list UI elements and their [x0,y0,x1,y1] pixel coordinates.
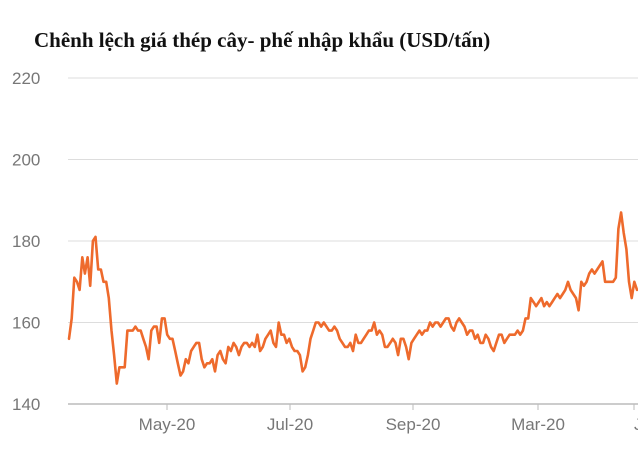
y-tick-label: 200 [12,151,40,170]
series-line [67,211,638,385]
x-tick-label: May-20 [139,415,196,434]
y-tick-label: 160 [12,314,40,333]
y-tick-label: 220 [12,69,40,88]
x-tick-label: Mar-20 [511,415,565,434]
y-tick-label: 180 [12,232,40,251]
x-tick-label: Jul-20 [267,415,313,434]
chart-title: Chênh lệch giá thép cây- phế nhập khẩu (… [34,28,491,52]
x-tick-label: J [634,415,638,434]
x-tick-label: Sep-20 [386,415,441,434]
y-tick-label: 140 [12,395,40,414]
